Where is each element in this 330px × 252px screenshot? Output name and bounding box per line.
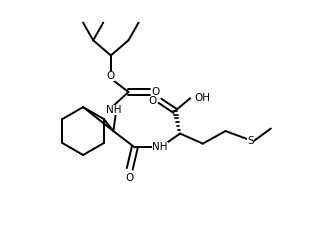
Text: O: O [148, 96, 156, 106]
Text: NH: NH [152, 142, 168, 152]
Text: OH: OH [194, 93, 210, 103]
Text: S: S [248, 136, 254, 146]
Text: NH: NH [106, 105, 121, 115]
Text: O: O [151, 87, 159, 97]
Text: O: O [126, 173, 134, 183]
Text: O: O [107, 71, 115, 81]
